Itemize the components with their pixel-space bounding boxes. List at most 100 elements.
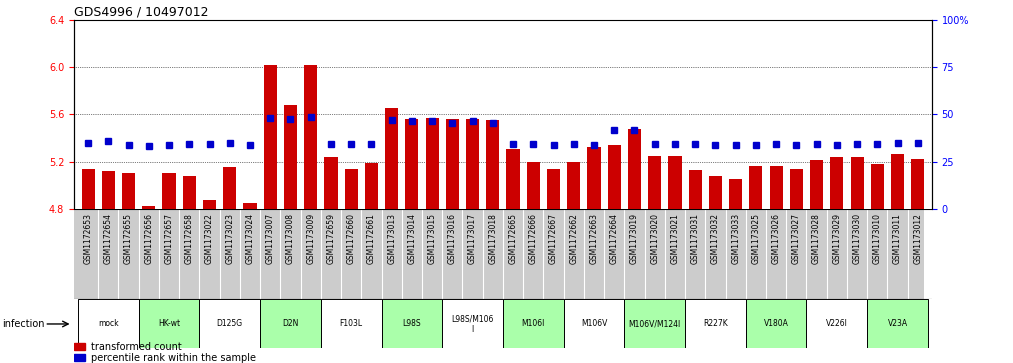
Text: GSM1173023: GSM1173023: [225, 213, 234, 264]
Text: GSM1173027: GSM1173027: [792, 213, 801, 264]
Bar: [182, 176, 196, 209]
Text: GSM1173030: GSM1173030: [853, 213, 862, 264]
Text: GSM1172656: GSM1172656: [144, 213, 153, 264]
Bar: [648, 156, 661, 209]
Bar: [78, 299, 139, 348]
Text: GSM1173017: GSM1173017: [468, 213, 477, 264]
Bar: [203, 200, 216, 209]
Bar: [608, 145, 621, 209]
Bar: [871, 164, 884, 209]
Text: GSM1172660: GSM1172660: [346, 213, 356, 264]
Bar: [831, 157, 844, 209]
Bar: [162, 174, 175, 209]
Text: mock: mock: [98, 319, 119, 329]
Text: GDS4996 / 10497012: GDS4996 / 10497012: [74, 6, 209, 19]
Text: GSM1173028: GSM1173028: [812, 213, 822, 264]
Text: GSM1173007: GSM1173007: [265, 213, 275, 264]
Bar: [563, 299, 624, 348]
Text: GSM1172653: GSM1172653: [84, 213, 92, 264]
Text: GSM1173014: GSM1173014: [407, 213, 416, 264]
Bar: [223, 167, 236, 209]
Text: GSM1173020: GSM1173020: [650, 213, 659, 264]
Text: GSM1172657: GSM1172657: [164, 213, 173, 264]
Bar: [567, 162, 580, 209]
Bar: [385, 109, 398, 209]
Bar: [750, 166, 763, 209]
Bar: [200, 299, 260, 348]
Bar: [588, 147, 601, 209]
Bar: [263, 65, 277, 209]
Bar: [382, 299, 443, 348]
Text: D2N: D2N: [283, 319, 299, 329]
Text: V23A: V23A: [887, 319, 908, 329]
Bar: [74, 343, 85, 351]
Text: V180A: V180A: [764, 319, 788, 329]
Bar: [806, 299, 867, 348]
Bar: [810, 160, 824, 209]
Text: GSM1173033: GSM1173033: [731, 213, 741, 264]
Bar: [443, 299, 502, 348]
Text: GSM1173016: GSM1173016: [448, 213, 457, 264]
Text: GSM1173012: GSM1173012: [914, 213, 922, 264]
Text: GSM1172655: GSM1172655: [124, 213, 133, 264]
Text: transformed count: transformed count: [91, 342, 182, 352]
Text: GSM1173032: GSM1173032: [711, 213, 720, 264]
Bar: [669, 156, 682, 209]
Bar: [547, 169, 560, 209]
Text: GSM1173011: GSM1173011: [893, 213, 902, 264]
Bar: [324, 157, 337, 209]
Bar: [628, 129, 641, 209]
Bar: [446, 119, 459, 209]
Bar: [912, 159, 925, 209]
Text: GSM1172666: GSM1172666: [529, 213, 538, 264]
Bar: [770, 166, 783, 209]
Text: GSM1172658: GSM1172658: [184, 213, 193, 264]
Bar: [891, 155, 905, 209]
Text: percentile rank within the sample: percentile rank within the sample: [91, 353, 256, 363]
Text: GSM1173031: GSM1173031: [691, 213, 700, 264]
Bar: [685, 299, 746, 348]
Bar: [365, 163, 378, 209]
Text: GSM1172663: GSM1172663: [590, 213, 599, 264]
Text: GSM1173025: GSM1173025: [752, 213, 761, 264]
Text: GSM1173022: GSM1173022: [205, 213, 214, 264]
Bar: [729, 179, 743, 209]
Text: L98S: L98S: [402, 319, 421, 329]
Text: M106I: M106I: [522, 319, 545, 329]
Bar: [851, 157, 864, 209]
Text: GSM1172659: GSM1172659: [326, 213, 335, 264]
Text: GSM1172665: GSM1172665: [509, 213, 518, 264]
Text: GSM1173026: GSM1173026: [772, 213, 781, 264]
Text: R227K: R227K: [703, 319, 727, 329]
Text: GSM1172661: GSM1172661: [367, 213, 376, 264]
Bar: [527, 162, 540, 209]
Text: infection: infection: [2, 319, 45, 329]
Bar: [506, 148, 520, 209]
Text: GSM1173021: GSM1173021: [671, 213, 680, 264]
Bar: [867, 299, 928, 348]
Bar: [689, 170, 702, 209]
Bar: [81, 169, 94, 209]
Bar: [142, 206, 155, 209]
Text: GSM1173010: GSM1173010: [873, 213, 882, 264]
Text: GSM1173008: GSM1173008: [286, 213, 295, 264]
Bar: [746, 299, 806, 348]
Bar: [321, 299, 382, 348]
Bar: [74, 354, 85, 362]
Bar: [790, 169, 803, 209]
Bar: [101, 171, 114, 209]
Text: M106V/M124I: M106V/M124I: [629, 319, 681, 329]
Bar: [624, 299, 685, 348]
Text: F103L: F103L: [339, 319, 363, 329]
Bar: [405, 119, 418, 209]
Bar: [486, 120, 499, 209]
Bar: [260, 299, 321, 348]
Bar: [502, 299, 563, 348]
Bar: [466, 119, 479, 209]
Text: D125G: D125G: [217, 319, 243, 329]
Text: GSM1173024: GSM1173024: [245, 213, 254, 264]
Text: GSM1172662: GSM1172662: [569, 213, 578, 264]
Text: GSM1172664: GSM1172664: [610, 213, 619, 264]
Bar: [344, 169, 358, 209]
Text: GSM1173015: GSM1173015: [427, 213, 437, 264]
